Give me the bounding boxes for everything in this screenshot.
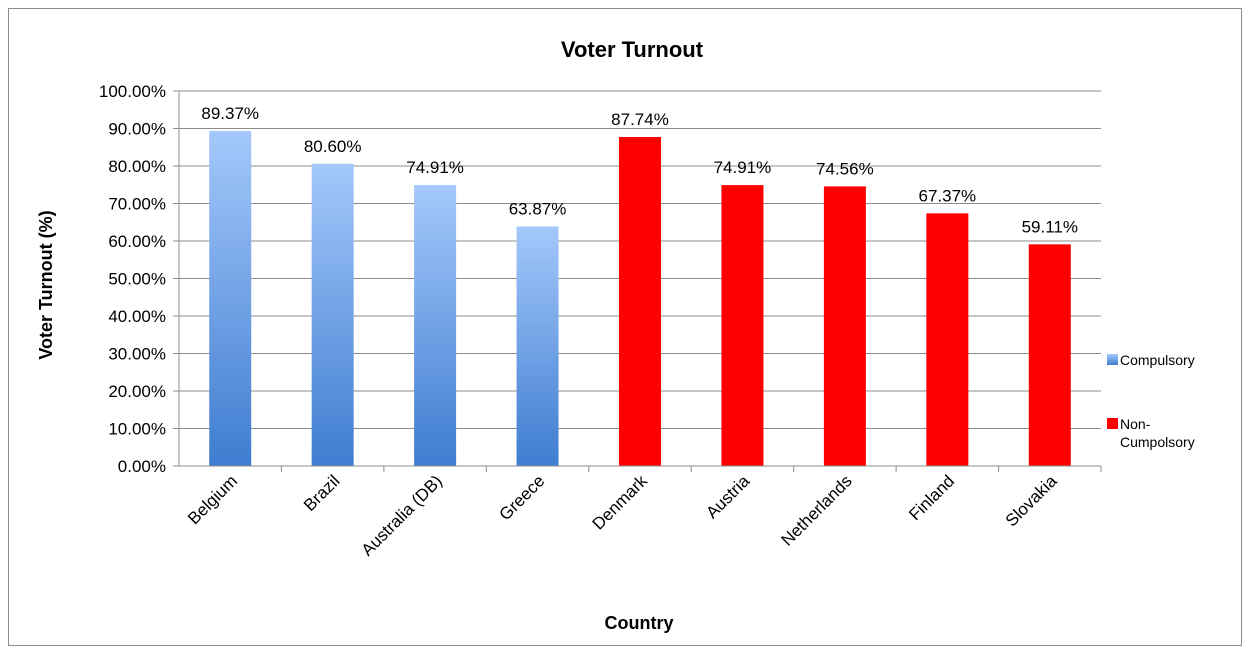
y-tick-label: 30.00% bbox=[108, 345, 166, 364]
bar-denmark bbox=[619, 136, 661, 466]
y-tick-label: 40.00% bbox=[108, 307, 166, 326]
bars bbox=[209, 130, 1071, 467]
y-tick-label: 70.00% bbox=[108, 195, 166, 214]
x-category-label: Australia (DB) bbox=[358, 471, 446, 559]
chart-frame: Voter Turnout 89.37% 80.60% 74.91% 63.87% 87… bbox=[8, 8, 1242, 646]
y-axis-title: Voter Turnout (%) bbox=[36, 210, 56, 359]
y-tick-label: 100.00% bbox=[99, 82, 166, 101]
data-label: 67.37% bbox=[918, 186, 976, 205]
y-tick-label: 90.00% bbox=[108, 120, 166, 139]
bar-austria bbox=[721, 185, 764, 466]
legend-label-non: Cumpolsory bbox=[1120, 434, 1195, 450]
y-tick-label: 60.00% bbox=[108, 232, 166, 251]
data-label: 74.91% bbox=[714, 158, 772, 177]
x-category-label: Greece bbox=[496, 471, 549, 524]
chart-title: Voter Turnout bbox=[561, 37, 704, 62]
data-label: 74.91% bbox=[406, 158, 464, 177]
x-axis-title: Country bbox=[605, 613, 674, 633]
data-label: 74.56% bbox=[816, 159, 874, 178]
y-tick-label: 0.00% bbox=[118, 457, 166, 476]
bar-netherlands bbox=[823, 186, 866, 466]
bar-belgium bbox=[209, 130, 252, 467]
data-label: 80.60% bbox=[304, 137, 362, 156]
x-category-label: Denmark bbox=[589, 471, 652, 534]
legend-swatch-compulsory bbox=[1107, 354, 1118, 365]
x-category-label: Slovakia bbox=[1002, 471, 1061, 530]
x-category-label: Finland bbox=[905, 471, 958, 524]
bar-slovakia bbox=[1028, 244, 1071, 466]
legend-swatch-non bbox=[1107, 418, 1118, 429]
data-label: 63.87% bbox=[509, 199, 567, 218]
bar-greece bbox=[516, 226, 559, 466]
bar-finland bbox=[926, 213, 969, 466]
legend-label-compulsory: Compulsory bbox=[1120, 352, 1195, 368]
data-label: 89.37% bbox=[201, 104, 259, 123]
x-category-label: Brazil bbox=[300, 471, 343, 514]
voter-turnout-chart: Voter Turnout 89.37% 80.60% 74.91% 63.87% 87… bbox=[36, 37, 1195, 633]
bar-brazil bbox=[311, 163, 354, 466]
y-tick-label: 20.00% bbox=[108, 382, 166, 401]
data-label: 59.11% bbox=[1022, 217, 1078, 236]
legend-label-non: Non- bbox=[1120, 416, 1151, 432]
x-category-label: Belgium bbox=[184, 471, 241, 528]
bar-australia-db bbox=[414, 185, 457, 466]
y-tick-label: 50.00% bbox=[108, 270, 166, 289]
y-tick-label: 80.00% bbox=[108, 157, 166, 176]
legend: Compulsory Non- Cumpolsory bbox=[1107, 352, 1195, 450]
data-label: 87.74% bbox=[611, 110, 669, 129]
x-category-label: Austria bbox=[702, 471, 753, 522]
data-labels: 89.37% 80.60% 74.91% 63.87% 87.74% 74.91% 74.5… bbox=[201, 104, 1078, 236]
x-category-label: Netherlands bbox=[777, 471, 855, 549]
y-tick-label: 10.00% bbox=[108, 420, 166, 439]
